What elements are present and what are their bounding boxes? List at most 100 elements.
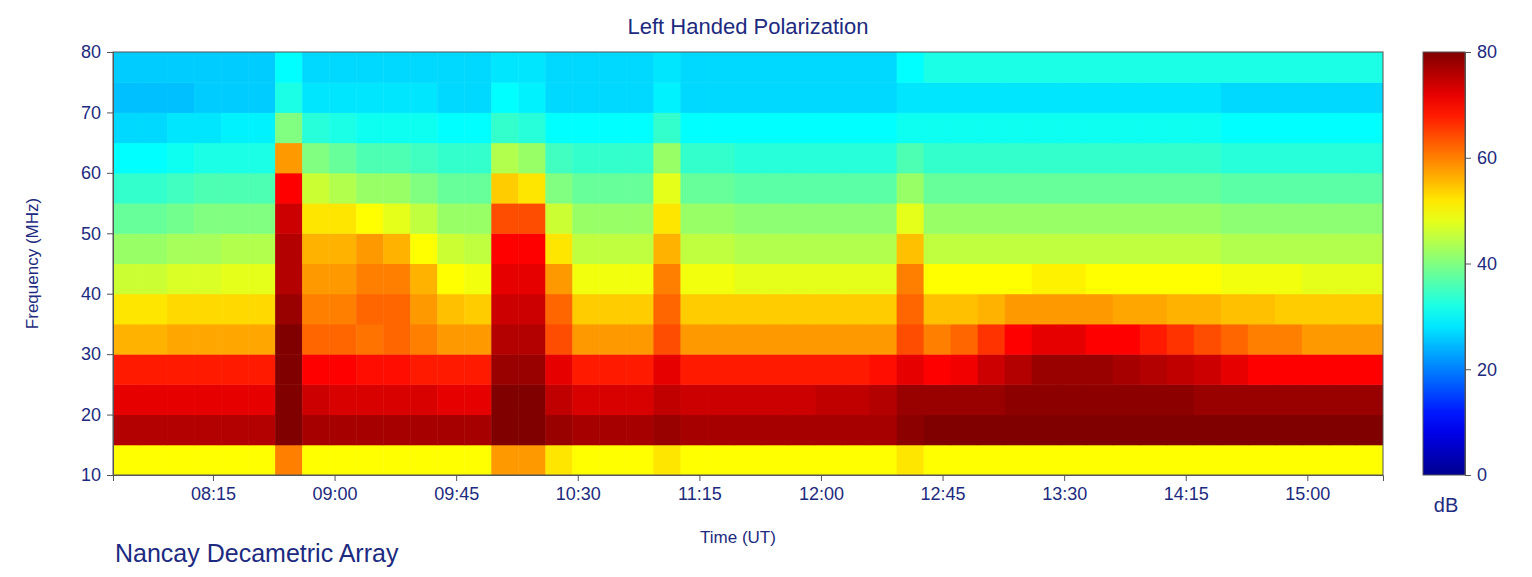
cell bbox=[870, 52, 898, 83]
tick-label: 12:00 bbox=[799, 484, 844, 504]
cell bbox=[1275, 354, 1303, 385]
plot-frame bbox=[113, 52, 1383, 475]
cell bbox=[653, 112, 681, 143]
cell bbox=[1140, 384, 1168, 415]
colorbar-axis: 020406080 bbox=[1465, 42, 1497, 485]
cell bbox=[1005, 264, 1033, 295]
cell bbox=[1248, 294, 1276, 325]
cell bbox=[464, 324, 492, 355]
cell bbox=[410, 143, 438, 174]
cell bbox=[1275, 112, 1303, 143]
cell bbox=[356, 233, 384, 264]
cell bbox=[518, 384, 546, 415]
cell bbox=[1248, 264, 1276, 295]
cell bbox=[924, 415, 952, 446]
cell bbox=[221, 143, 249, 174]
cell bbox=[1329, 294, 1357, 325]
cell bbox=[410, 203, 438, 234]
cell bbox=[1221, 173, 1249, 204]
tick-mark bbox=[943, 475, 944, 481]
tick-label: 80 bbox=[81, 42, 101, 62]
cell bbox=[951, 354, 979, 385]
cell bbox=[356, 264, 384, 295]
cell bbox=[518, 82, 546, 113]
cell bbox=[356, 203, 384, 234]
cell bbox=[1356, 203, 1383, 234]
cell bbox=[897, 415, 925, 446]
cell bbox=[491, 52, 519, 83]
cell bbox=[1167, 415, 1195, 446]
cell bbox=[464, 384, 492, 415]
cell bbox=[464, 415, 492, 446]
cell bbox=[924, 264, 952, 295]
cell bbox=[356, 112, 384, 143]
tick-mark bbox=[1186, 475, 1187, 481]
cell bbox=[653, 233, 681, 264]
cell bbox=[653, 173, 681, 204]
cell bbox=[1356, 445, 1383, 475]
cell bbox=[329, 445, 357, 475]
cell bbox=[789, 354, 817, 385]
cell bbox=[113, 52, 141, 83]
cell bbox=[1329, 415, 1357, 446]
cells bbox=[113, 52, 1383, 475]
cell bbox=[167, 112, 195, 143]
cell bbox=[680, 354, 708, 385]
cell bbox=[789, 324, 817, 355]
tick-mark bbox=[107, 52, 113, 53]
cell bbox=[1140, 324, 1168, 355]
cell bbox=[491, 203, 519, 234]
tick-mark bbox=[699, 475, 700, 481]
cell bbox=[626, 233, 654, 264]
cell bbox=[518, 354, 546, 385]
cell bbox=[1302, 264, 1330, 295]
cell bbox=[978, 82, 1006, 113]
cell bbox=[410, 324, 438, 355]
tick: 11:15 bbox=[678, 475, 722, 504]
cell bbox=[113, 294, 141, 325]
cell bbox=[410, 294, 438, 325]
cell bbox=[843, 384, 871, 415]
tick: 70 bbox=[81, 103, 113, 123]
cell bbox=[464, 233, 492, 264]
cell bbox=[680, 82, 708, 113]
cell bbox=[599, 203, 627, 234]
cell bbox=[1140, 264, 1168, 295]
cell bbox=[329, 294, 357, 325]
cell bbox=[1329, 445, 1357, 475]
cell bbox=[843, 324, 871, 355]
cell bbox=[734, 233, 762, 264]
cell bbox=[1086, 203, 1114, 234]
cell bbox=[1248, 203, 1276, 234]
cell bbox=[762, 294, 790, 325]
cell bbox=[518, 173, 546, 204]
cell bbox=[275, 445, 303, 475]
cell bbox=[1167, 203, 1195, 234]
cell bbox=[113, 82, 141, 113]
cell bbox=[1275, 415, 1303, 446]
cell bbox=[924, 143, 952, 174]
cell bbox=[1086, 384, 1114, 415]
cell bbox=[1167, 354, 1195, 385]
cell bbox=[302, 354, 330, 385]
cell bbox=[680, 173, 708, 204]
cell bbox=[653, 415, 681, 446]
cell bbox=[248, 264, 276, 295]
cell bbox=[1194, 294, 1222, 325]
cell bbox=[248, 324, 276, 355]
cell bbox=[545, 354, 573, 385]
cell bbox=[924, 445, 952, 475]
cell bbox=[167, 52, 195, 83]
cell bbox=[221, 324, 249, 355]
cell bbox=[734, 203, 762, 234]
cell bbox=[167, 354, 195, 385]
cell bbox=[1221, 112, 1249, 143]
tick-mark bbox=[107, 294, 113, 295]
cell bbox=[410, 384, 438, 415]
cell bbox=[653, 264, 681, 295]
cell bbox=[1275, 264, 1303, 295]
cell bbox=[167, 324, 195, 355]
cell bbox=[1248, 143, 1276, 174]
tick-mark bbox=[1465, 369, 1471, 370]
cell bbox=[762, 173, 790, 204]
